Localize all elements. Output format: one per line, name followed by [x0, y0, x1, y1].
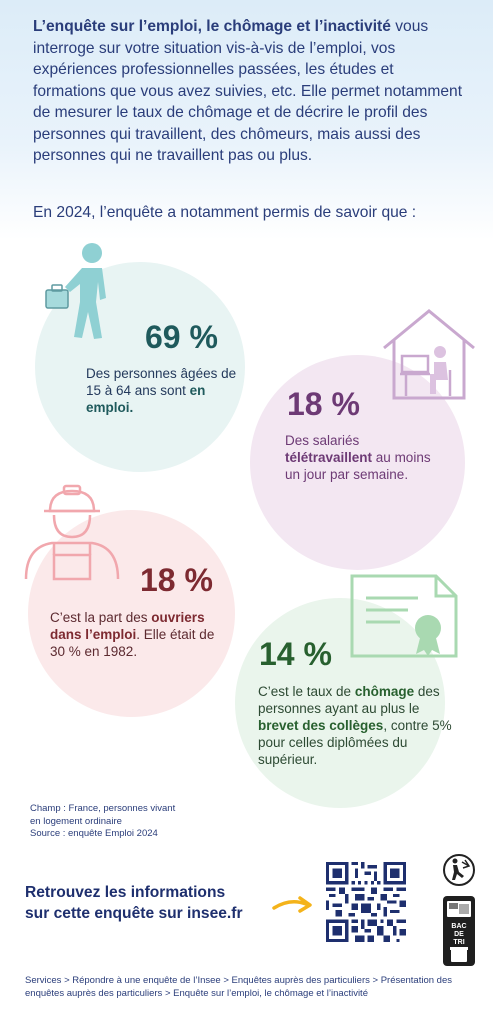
- diploma-icon: [350, 574, 458, 658]
- cta-line: Retrouvez les informations: [25, 884, 226, 901]
- worker-walking-icon: [45, 243, 106, 339]
- stat-text-part: Des personnes âgées de 15 à 64 ans sont: [86, 366, 237, 398]
- stat-text-part: au moins un jour par semaine.: [285, 450, 431, 482]
- stat-text-part: , contre 5% pour celles diplômées du sup…: [258, 718, 452, 767]
- recycling-logos: BAC DE TRI: [442, 852, 476, 967]
- stat-text-bold: en emploi.: [86, 383, 206, 415]
- stat-text-telework: Des salariés télétravaillent au moins un…: [285, 432, 445, 483]
- triman-icon: [443, 854, 475, 886]
- stat-circle-employment: [35, 262, 245, 472]
- svg-text:BAC: BAC: [451, 923, 466, 930]
- stat-value-unemployment: 14 %: [259, 636, 332, 672]
- bac-de-tri-icon: BAC DE TRI: [443, 896, 475, 966]
- cta-line: sur cette enquête sur insee.fr: [25, 905, 243, 922]
- stat-text-bold: chômage: [354, 684, 415, 699]
- svg-text:DE: DE: [454, 931, 464, 938]
- source-line: Source : enquête Emploi 2024: [30, 828, 158, 839]
- stat-text-unemployment: C’est le taux de chômage des personnes a…: [258, 683, 458, 768]
- stat-text-employment: Des personnes âgées de 15 à 64 ans sont …: [86, 365, 241, 416]
- stat-text-part: des personnes ayant au plus le: [258, 684, 440, 716]
- intro-title: L’enquête sur l’emploi, le chômage et l’…: [33, 18, 391, 35]
- intro-paragraph: L’enquête sur l’emploi, le chômage et l’…: [33, 16, 463, 167]
- construction-worker-icon: [24, 484, 120, 581]
- arrow-right-icon: [272, 896, 312, 913]
- stat-text-part: Des salariés: [285, 433, 360, 448]
- cta-insee[interactable]: Retrouvez les informations sur cette enq…: [25, 882, 285, 924]
- home-office-icon: [383, 309, 475, 400]
- stat-circle-telework: [250, 355, 465, 570]
- stat-text-part: . Elle était de 30 % en 1982.: [50, 627, 215, 659]
- source-note: Champ : France, personnes vivant en loge…: [30, 803, 280, 841]
- stat-text-bold: télétravaillent: [285, 450, 373, 465]
- stat-value-employment: 69 %: [145, 319, 218, 355]
- stat-circle-workers: [28, 510, 235, 717]
- stat-value-workers: 18 %: [140, 562, 213, 598]
- stat-text-bold: brevet des collèges: [258, 718, 384, 733]
- stat-text-part: C’est le taux de: [258, 684, 355, 699]
- intro-body: vous interroge sur votre situation vis-à…: [33, 18, 463, 164]
- stat-text-bold: ouvriers dans l’emploi: [50, 610, 205, 642]
- stat-text-part: C’est la part des: [50, 610, 152, 625]
- svg-text:TRI: TRI: [453, 939, 464, 946]
- stat-value-telework: 18 %: [287, 386, 360, 422]
- intro-year-line: En 2024, l’enquête a notamment permis de…: [33, 204, 417, 221]
- breadcrumb[interactable]: Services > Répondre à une enquête de l’I…: [25, 975, 452, 999]
- source-line: en logement ordinaire: [30, 815, 122, 827]
- source-line: Champ : France, personnes vivant: [30, 803, 176, 814]
- qr-code-icon[interactable]: [326, 862, 406, 942]
- stat-text-workers: C’est la part des ouvriers dans l’emploi…: [50, 609, 230, 660]
- stat-circle-unemployment: [235, 598, 445, 808]
- intro-band: L’enquête sur l’emploi, le chômage et l’…: [0, 0, 493, 240]
